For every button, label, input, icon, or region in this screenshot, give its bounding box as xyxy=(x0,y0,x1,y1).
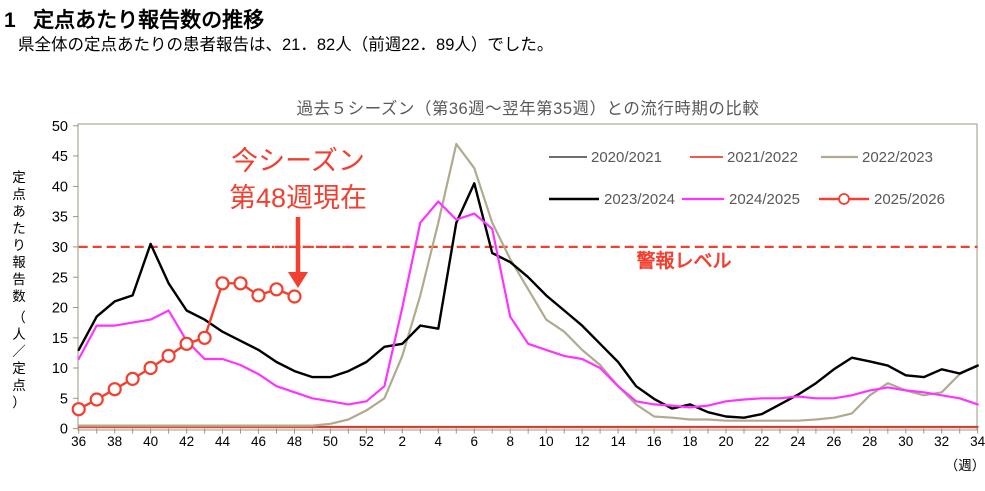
svg-text:2025/2026: 2025/2026 xyxy=(874,191,945,208)
svg-text:30: 30 xyxy=(52,240,68,256)
svg-text:2023/2024: 2023/2024 xyxy=(604,191,675,208)
svg-text:点: 点 xyxy=(12,187,26,202)
svg-text:定: 定 xyxy=(12,361,26,376)
svg-text:20: 20 xyxy=(52,301,68,317)
svg-text:警報レベル: 警報レベル xyxy=(636,249,731,272)
svg-text:15: 15 xyxy=(52,331,68,347)
svg-text:数: 数 xyxy=(12,289,26,304)
svg-text:28: 28 xyxy=(862,434,877,449)
svg-text:30: 30 xyxy=(898,434,913,449)
svg-text:10: 10 xyxy=(539,434,554,449)
svg-text:42: 42 xyxy=(179,434,194,449)
svg-text:10: 10 xyxy=(52,361,68,377)
svg-text:50: 50 xyxy=(323,434,338,449)
svg-text:（週）: （週） xyxy=(945,458,985,473)
svg-text:り: り xyxy=(12,238,26,253)
svg-text:2022/2023: 2022/2023 xyxy=(862,149,933,166)
svg-text:25: 25 xyxy=(52,270,68,286)
svg-text:過去５シーズン（第36週～翌年第35週）との流行時期の比較: 過去５シーズン（第36週～翌年第35週）との流行時期の比較 xyxy=(297,99,760,118)
svg-text:2021/2022: 2021/2022 xyxy=(727,149,798,166)
svg-text:2024/2025: 2024/2025 xyxy=(729,191,800,208)
svg-text:報: 報 xyxy=(12,255,26,270)
svg-text:52: 52 xyxy=(359,434,374,449)
svg-text:0: 0 xyxy=(60,422,68,438)
svg-text:5: 5 xyxy=(60,392,68,408)
svg-text:定: 定 xyxy=(12,170,26,185)
svg-text:16: 16 xyxy=(647,434,662,449)
svg-text:24: 24 xyxy=(790,434,806,449)
svg-text:40: 40 xyxy=(143,434,158,449)
svg-text:人: 人 xyxy=(12,327,26,342)
svg-text:今シーズン: 今シーズン xyxy=(231,146,365,176)
svg-text:14: 14 xyxy=(611,434,627,449)
svg-text:26: 26 xyxy=(826,434,841,449)
svg-text:46: 46 xyxy=(251,434,266,449)
svg-text:36: 36 xyxy=(71,434,86,449)
svg-text:12: 12 xyxy=(575,434,590,449)
svg-text:35: 35 xyxy=(52,210,68,226)
svg-text:22: 22 xyxy=(754,434,769,449)
svg-text:2: 2 xyxy=(399,434,407,449)
svg-text:）: ） xyxy=(12,395,26,410)
svg-text:2020/2021: 2020/2021 xyxy=(591,149,662,166)
svg-text:38: 38 xyxy=(107,434,122,449)
svg-text:／: ／ xyxy=(12,344,26,359)
svg-text:告: 告 xyxy=(12,272,26,287)
svg-text:20: 20 xyxy=(718,434,733,449)
svg-text:（: （ xyxy=(12,310,26,325)
svg-text:4: 4 xyxy=(435,434,443,449)
svg-text:34: 34 xyxy=(970,434,985,449)
svg-text:第48週現在: 第48週現在 xyxy=(229,183,367,213)
svg-text:32: 32 xyxy=(934,434,949,449)
svg-text:44: 44 xyxy=(215,434,231,449)
svg-text:45: 45 xyxy=(52,149,68,165)
svg-text:18: 18 xyxy=(682,434,697,449)
svg-text:40: 40 xyxy=(52,179,68,195)
svg-text:48: 48 xyxy=(287,434,302,449)
svg-text:50: 50 xyxy=(52,119,68,135)
svg-text:あ: あ xyxy=(12,204,26,219)
svg-text:6: 6 xyxy=(471,434,479,449)
svg-text:8: 8 xyxy=(506,434,514,449)
svg-text:た: た xyxy=(12,221,26,236)
svg-text:点: 点 xyxy=(12,378,26,393)
